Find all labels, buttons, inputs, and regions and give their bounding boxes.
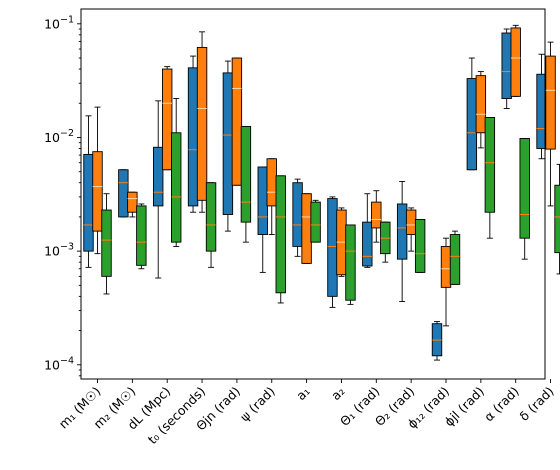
x-tick-label: ψ (rad): [237, 384, 278, 425]
box-series-1-6: [257, 166, 268, 273]
box: [118, 169, 129, 218]
box: [152, 146, 164, 207]
box-series-2-5: [231, 57, 243, 186]
box-series-3-4: [205, 182, 217, 268]
box-series-1-3: [152, 100, 164, 279]
box: [275, 175, 286, 294]
box: [83, 153, 94, 252]
box: [301, 193, 312, 264]
box-series-3-12: [484, 117, 496, 239]
box-series-1-1: [83, 115, 94, 268]
box-series-3-3: [170, 98, 182, 247]
box: [240, 126, 252, 223]
box: [222, 72, 234, 215]
box-series-1-13: [501, 28, 512, 109]
box-series-2-4: [196, 31, 208, 213]
box: [475, 75, 487, 134]
box-series-2-8: [336, 207, 347, 277]
box: [519, 138, 530, 239]
box-series-3-1: [101, 193, 112, 295]
box: [449, 234, 461, 285]
box: [440, 245, 452, 288]
box-series-1-14: [536, 53, 547, 160]
box-series-3-6: [275, 175, 286, 304]
box-series-1-8: [327, 196, 338, 308]
box: [396, 203, 408, 260]
box-series-1-12: [466, 57, 478, 171]
box: [127, 191, 138, 213]
y-tick-label: 10−1: [44, 14, 74, 31]
x-tick-label: a₂: [328, 384, 348, 404]
box: [414, 219, 426, 273]
box-series-2-2: [127, 191, 138, 218]
box: [371, 201, 382, 229]
box-series-3-8: [345, 224, 356, 305]
box-series-1-9: [362, 193, 373, 268]
box-series-2-11: [440, 237, 452, 327]
box: [257, 166, 268, 235]
box-series-3-14: [554, 163, 560, 275]
box-series-1-2: [118, 169, 129, 218]
box-series-1-10: [396, 181, 408, 303]
box-series-3-13: [519, 138, 530, 260]
box: [292, 182, 303, 247]
box: [510, 27, 521, 97]
box-series-1-5: [222, 60, 234, 232]
box: [554, 184, 560, 254]
box: [196, 46, 208, 201]
box: [310, 201, 321, 243]
box-series-1-11: [431, 321, 443, 361]
box-series-3-2: [136, 203, 147, 270]
box: [484, 117, 496, 213]
box: [362, 221, 373, 267]
box-series-2-3: [161, 66, 173, 171]
box: [101, 209, 112, 277]
box-series-2-10: [405, 207, 417, 252]
box-series-2-6: [266, 158, 277, 235]
box-series-3-7: [310, 199, 321, 243]
box: [266, 158, 277, 207]
box-series-2-12: [475, 71, 487, 149]
box-series-2-9: [371, 190, 382, 243]
box-series-2-7: [301, 193, 312, 264]
y-tick-label: 10−3: [44, 242, 74, 259]
box: [345, 224, 356, 301]
box: [205, 182, 217, 252]
box-series-3-9: [380, 221, 391, 263]
plot-frame: [80, 8, 546, 380]
x-tick-label: α (rad): [481, 384, 522, 425]
box-series-2-13: [510, 24, 521, 97]
box-series-1-4: [187, 55, 199, 213]
box: [405, 209, 417, 235]
plot-area: [83, 24, 560, 361]
box: [501, 32, 512, 100]
box: [187, 67, 199, 207]
box: [170, 132, 182, 243]
box-series-2-14: [545, 41, 556, 207]
box: [231, 57, 243, 186]
box: [92, 151, 103, 232]
box-series-2-1: [92, 106, 103, 255]
box: [545, 55, 556, 150]
box: [466, 78, 478, 171]
y-tick-label: 10−2: [44, 128, 74, 145]
box-series-3-11: [449, 230, 461, 285]
x-tick-label: a₁: [293, 384, 313, 404]
y-tick-label: 10−4: [44, 355, 74, 372]
box: [136, 205, 147, 266]
x-axis: m₁ (M☉)m₂ (M☉)dL (Mpc)t₀ (seconds)Θjn (r…: [56, 379, 557, 447]
box-series-3-5: [240, 126, 252, 243]
box: [327, 198, 338, 297]
x-tick-label: δ (rad): [516, 384, 556, 424]
box-series-1-7: [292, 178, 303, 257]
box-series-3-10: [414, 219, 426, 273]
box: [161, 68, 173, 171]
y-axis: 10−1 10−2 10−3 10−4: [44, 14, 81, 377]
